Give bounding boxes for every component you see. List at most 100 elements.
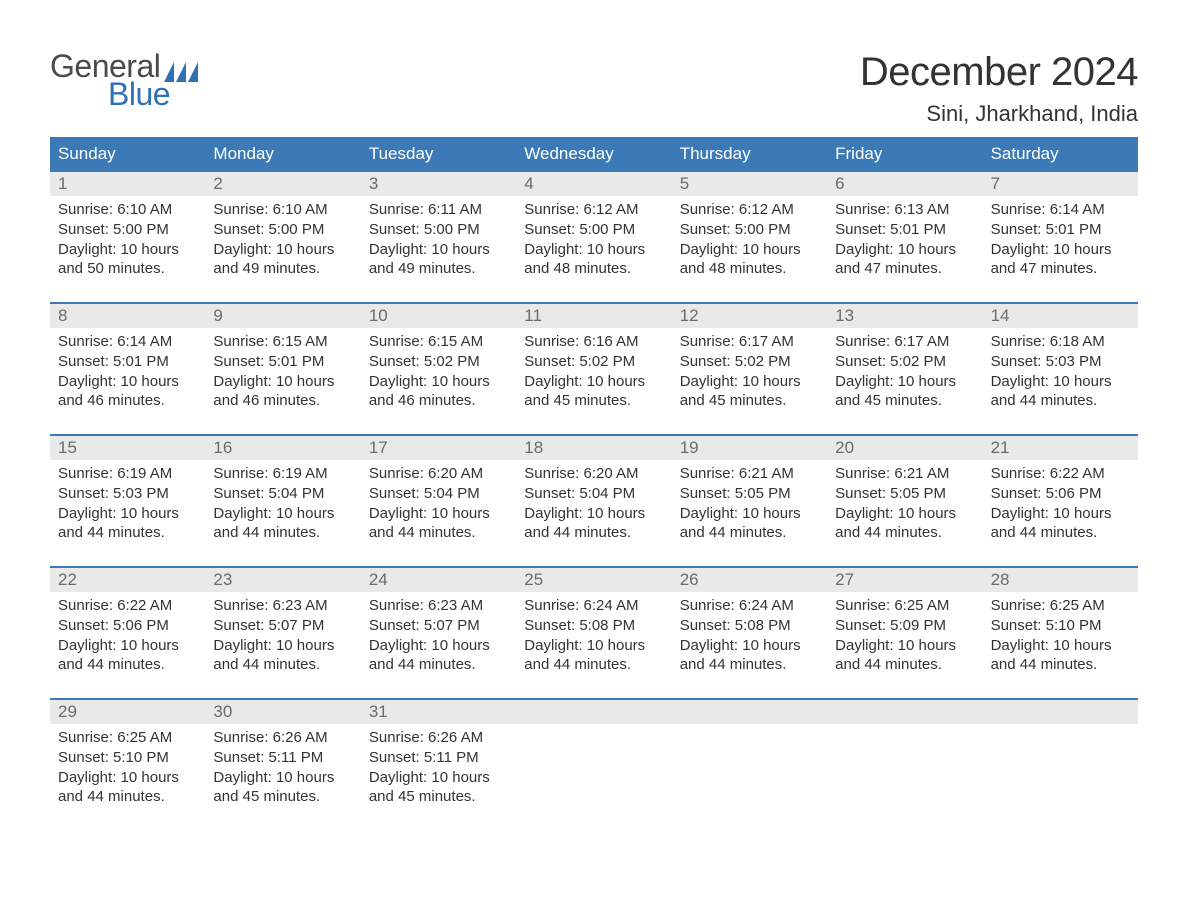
daynum-row: 1234567 [50, 172, 1138, 196]
sunset-text: Sunset: 5:01 PM [58, 352, 197, 372]
day-cell: Sunrise: 6:21 AMSunset: 5:05 PMDaylight:… [827, 460, 982, 548]
daylight-text: Daylight: 10 hours [680, 504, 819, 524]
day-cell [516, 724, 671, 812]
daylight-text: Daylight: 10 hours [680, 240, 819, 260]
day-cell: Sunrise: 6:25 AMSunset: 5:10 PMDaylight:… [50, 724, 205, 812]
day-cell: Sunrise: 6:26 AMSunset: 5:11 PMDaylight:… [361, 724, 516, 812]
daylight-text: Daylight: 10 hours [524, 504, 663, 524]
sunset-text: Sunset: 5:05 PM [835, 484, 974, 504]
sunset-text: Sunset: 5:00 PM [58, 220, 197, 240]
sunrise-text: Sunrise: 6:15 AM [369, 332, 508, 352]
day-cell: Sunrise: 6:11 AMSunset: 5:00 PMDaylight:… [361, 196, 516, 284]
sunrise-text: Sunrise: 6:17 AM [680, 332, 819, 352]
daylight-text: and 46 minutes. [369, 391, 508, 411]
sunrise-text: Sunrise: 6:26 AM [213, 728, 352, 748]
daylight-text: Daylight: 10 hours [524, 240, 663, 260]
day-number: 22 [50, 568, 205, 592]
sunset-text: Sunset: 5:07 PM [369, 616, 508, 636]
day-cell: Sunrise: 6:15 AMSunset: 5:01 PMDaylight:… [205, 328, 360, 416]
sunset-text: Sunset: 5:09 PM [835, 616, 974, 636]
daylight-text: Daylight: 10 hours [835, 240, 974, 260]
daylight-text: and 44 minutes. [58, 787, 197, 807]
day-number: 6 [827, 172, 982, 196]
day-number: 27 [827, 568, 982, 592]
sunrise-text: Sunrise: 6:11 AM [369, 200, 508, 220]
day-number: 25 [516, 568, 671, 592]
sunrise-text: Sunrise: 6:13 AM [835, 200, 974, 220]
sunrise-text: Sunrise: 6:19 AM [213, 464, 352, 484]
sunset-text: Sunset: 5:00 PM [369, 220, 508, 240]
logo-word2: Blue [108, 78, 198, 110]
daylight-text: Daylight: 10 hours [524, 372, 663, 392]
daylight-text: Daylight: 10 hours [213, 636, 352, 656]
daylight-text: and 44 minutes. [991, 391, 1130, 411]
daylight-text: Daylight: 10 hours [369, 768, 508, 788]
day-cell: Sunrise: 6:25 AMSunset: 5:10 PMDaylight:… [983, 592, 1138, 680]
sunset-text: Sunset: 5:10 PM [58, 748, 197, 768]
day-cell: Sunrise: 6:25 AMSunset: 5:09 PMDaylight:… [827, 592, 982, 680]
week-row: 891011121314Sunrise: 6:14 AMSunset: 5:01… [50, 302, 1138, 416]
day-number: 15 [50, 436, 205, 460]
sunset-text: Sunset: 5:03 PM [991, 352, 1130, 372]
location-text: Sini, Jharkhand, India [860, 101, 1138, 127]
sunset-text: Sunset: 5:02 PM [680, 352, 819, 372]
day-cell: Sunrise: 6:17 AMSunset: 5:02 PMDaylight:… [672, 328, 827, 416]
day-cell: Sunrise: 6:21 AMSunset: 5:05 PMDaylight:… [672, 460, 827, 548]
daylight-text: Daylight: 10 hours [835, 504, 974, 524]
day-cell: Sunrise: 6:22 AMSunset: 5:06 PMDaylight:… [50, 592, 205, 680]
weekday-header: Wednesday [516, 137, 671, 170]
day-cell: Sunrise: 6:19 AMSunset: 5:03 PMDaylight:… [50, 460, 205, 548]
daylight-text: and 45 minutes. [213, 787, 352, 807]
daylight-text: Daylight: 10 hours [991, 240, 1130, 260]
sunset-text: Sunset: 5:00 PM [524, 220, 663, 240]
daylight-text: and 45 minutes. [835, 391, 974, 411]
sunrise-text: Sunrise: 6:25 AM [58, 728, 197, 748]
sunset-text: Sunset: 5:06 PM [991, 484, 1130, 504]
daylight-text: Daylight: 10 hours [680, 372, 819, 392]
day-number: 10 [361, 304, 516, 328]
sunset-text: Sunset: 5:04 PM [213, 484, 352, 504]
daynum-row: 293031 [50, 700, 1138, 724]
sunset-text: Sunset: 5:00 PM [680, 220, 819, 240]
daylight-text: Daylight: 10 hours [58, 504, 197, 524]
day-cell: Sunrise: 6:20 AMSunset: 5:04 PMDaylight:… [361, 460, 516, 548]
day-cell: Sunrise: 6:23 AMSunset: 5:07 PMDaylight:… [205, 592, 360, 680]
day-number: 12 [672, 304, 827, 328]
day-cell: Sunrise: 6:18 AMSunset: 5:03 PMDaylight:… [983, 328, 1138, 416]
day-number: 13 [827, 304, 982, 328]
sunrise-text: Sunrise: 6:25 AM [991, 596, 1130, 616]
day-number: 20 [827, 436, 982, 460]
daylight-text: Daylight: 10 hours [369, 504, 508, 524]
daylight-text: and 45 minutes. [680, 391, 819, 411]
day-number: 14 [983, 304, 1138, 328]
day-cell: Sunrise: 6:16 AMSunset: 5:02 PMDaylight:… [516, 328, 671, 416]
day-number: 24 [361, 568, 516, 592]
sunset-text: Sunset: 5:01 PM [835, 220, 974, 240]
weekday-header: Tuesday [361, 137, 516, 170]
day-number: 21 [983, 436, 1138, 460]
daylight-text: Daylight: 10 hours [213, 768, 352, 788]
day-number: 29 [50, 700, 205, 724]
day-number: 9 [205, 304, 360, 328]
weekday-header: Saturday [983, 137, 1138, 170]
daylight-text: Daylight: 10 hours [991, 636, 1130, 656]
sunset-text: Sunset: 5:07 PM [213, 616, 352, 636]
sunrise-text: Sunrise: 6:24 AM [680, 596, 819, 616]
daylight-text: and 44 minutes. [213, 523, 352, 543]
sunrise-text: Sunrise: 6:16 AM [524, 332, 663, 352]
daylight-text: and 49 minutes. [369, 259, 508, 279]
header: General Blue December 2024 Sini, Jharkha… [50, 50, 1138, 127]
daylight-text: and 44 minutes. [213, 655, 352, 675]
sunrise-text: Sunrise: 6:20 AM [369, 464, 508, 484]
daylight-text: and 44 minutes. [369, 655, 508, 675]
daylight-text: and 44 minutes. [991, 655, 1130, 675]
daylight-text: Daylight: 10 hours [58, 372, 197, 392]
day-cell: Sunrise: 6:19 AMSunset: 5:04 PMDaylight:… [205, 460, 360, 548]
day-number: 3 [361, 172, 516, 196]
sunrise-text: Sunrise: 6:12 AM [680, 200, 819, 220]
day-cell: Sunrise: 6:14 AMSunset: 5:01 PMDaylight:… [983, 196, 1138, 284]
daynum-row: 15161718192021 [50, 436, 1138, 460]
day-cell: Sunrise: 6:26 AMSunset: 5:11 PMDaylight:… [205, 724, 360, 812]
daylight-text: and 49 minutes. [213, 259, 352, 279]
daynum-row: 22232425262728 [50, 568, 1138, 592]
